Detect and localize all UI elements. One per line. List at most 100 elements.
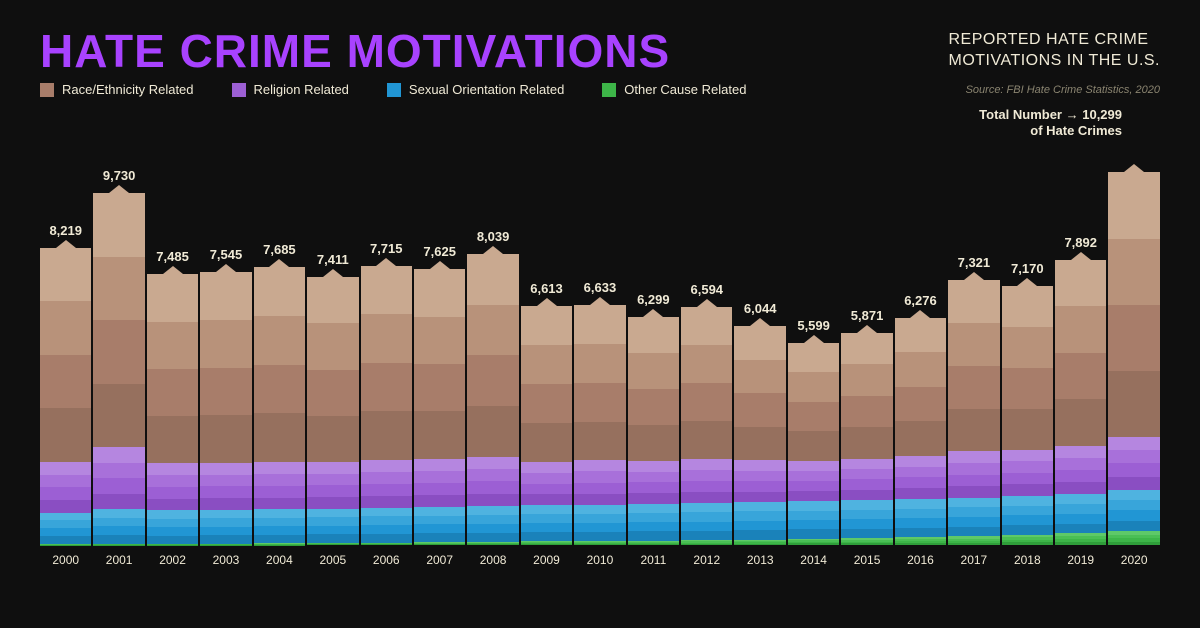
bar-segment — [93, 447, 144, 462]
bar-cap-icon — [1071, 252, 1091, 260]
bar-total-label: 9,730 — [103, 168, 136, 183]
bar-segment — [200, 535, 251, 543]
x-axis-label: 2010 — [587, 553, 614, 567]
bar-segment — [200, 510, 251, 518]
year-column: 6,594 2012 — [681, 282, 732, 568]
bar-segment — [200, 320, 251, 368]
bar-segment — [1002, 286, 1053, 327]
bar-total-label: 7,715 — [370, 241, 403, 256]
year-column: 7,4852002 — [147, 249, 198, 567]
bar-cap-icon — [590, 297, 610, 305]
bar-segment — [361, 534, 412, 543]
bar-segment — [1108, 450, 1159, 463]
bar-segment — [467, 506, 518, 515]
x-axis-label: 2020 — [1121, 553, 1148, 567]
bar-segment — [1002, 450, 1053, 461]
bar-segment — [414, 317, 465, 364]
bar-segment — [200, 498, 251, 510]
x-axis-label: 2001 — [106, 553, 133, 567]
bar-segment — [467, 305, 518, 356]
bar-segment — [200, 415, 251, 463]
bar-segment — [948, 409, 999, 452]
bar-segment — [1055, 514, 1106, 524]
bar-segment — [254, 316, 305, 365]
bar-segment — [40, 536, 91, 544]
bar-segment — [147, 487, 198, 499]
bar-segment — [948, 517, 999, 527]
bar-segment — [1055, 306, 1106, 353]
bar-segment — [40, 248, 91, 302]
bar-stack — [307, 277, 358, 545]
bar-segment — [681, 383, 732, 421]
bar-segment — [1108, 542, 1159, 545]
bar-segment — [93, 384, 144, 448]
legend-label: Religion Related — [254, 82, 349, 97]
bar-segment — [1108, 305, 1159, 371]
bar-total-label: 6,594 — [691, 282, 724, 297]
bar-segment — [521, 462, 572, 473]
bar-segment — [361, 363, 412, 411]
bar-segment — [628, 425, 679, 461]
bar-segment — [841, 364, 892, 395]
bar-segment — [1002, 409, 1053, 450]
bar-segment — [1108, 510, 1159, 520]
bar-segment — [1055, 446, 1106, 458]
bar-segment — [414, 483, 465, 495]
bar-total-label: 7,170 — [1011, 261, 1044, 276]
bar-segment — [1055, 482, 1106, 494]
bar-segment — [1002, 473, 1053, 484]
annotation-line1: Total Number → — [979, 107, 1078, 122]
bar-segment — [521, 494, 572, 505]
bar-segment — [574, 460, 625, 471]
bar-segment — [361, 516, 412, 525]
bar-segment — [948, 507, 999, 517]
bar-segment — [895, 488, 946, 499]
bar-stack — [628, 317, 679, 545]
bar-segment — [574, 514, 625, 523]
bar-segment — [307, 497, 358, 509]
bar-stack — [147, 274, 198, 545]
bar-total-label: 6,276 — [904, 293, 937, 308]
bar-segment — [574, 383, 625, 422]
bar-segment — [841, 490, 892, 500]
bar-segment — [361, 544, 412, 545]
bar-segment — [841, 427, 892, 458]
bar-segment — [628, 461, 679, 472]
bar-cap-icon — [910, 310, 930, 318]
bar-segment — [307, 474, 358, 486]
legend: Race/Ethnicity RelatedReligion RelatedSe… — [40, 82, 746, 97]
x-axis-label: 2006 — [373, 553, 400, 567]
bar-cap-icon — [964, 272, 984, 280]
bar-segment — [414, 411, 465, 458]
subtitle-block: REPORTED HATE CRIME MOTIVATIONS IN THE U… — [948, 28, 1160, 72]
bar-segment — [1002, 515, 1053, 525]
bar-segment — [521, 473, 572, 484]
year-column: 8,0392008 — [467, 229, 518, 567]
x-axis-label: 2012 — [693, 553, 720, 567]
bar-segment — [1055, 399, 1106, 446]
bar-segment — [628, 353, 679, 389]
x-axis-label: 2003 — [213, 553, 240, 567]
bar-segment — [254, 486, 305, 498]
bar-segment — [40, 500, 91, 513]
bar-segment — [841, 500, 892, 510]
bar-segment — [628, 513, 679, 522]
bar-segment — [681, 470, 732, 481]
bar-cap-icon — [483, 246, 503, 254]
bar-segment — [681, 345, 732, 383]
bar-segment — [40, 355, 91, 409]
bar-stack — [200, 272, 251, 545]
bar-segment — [734, 360, 785, 393]
bar-stack — [93, 193, 144, 545]
bar-total-label: 8,219 — [49, 223, 82, 238]
bar-segment — [734, 460, 785, 470]
bar-cap-icon — [1124, 164, 1144, 172]
x-axis-label: 2009 — [533, 553, 560, 567]
bar-segment — [1002, 525, 1053, 535]
bar-segment — [895, 421, 946, 455]
bar-segment — [948, 527, 999, 537]
chart-area: Total Number → 10,299of Hate Crimes 8,21… — [40, 137, 1160, 567]
bar-segment — [841, 543, 892, 545]
bar-segment — [147, 416, 198, 463]
bar-segment — [200, 486, 251, 498]
